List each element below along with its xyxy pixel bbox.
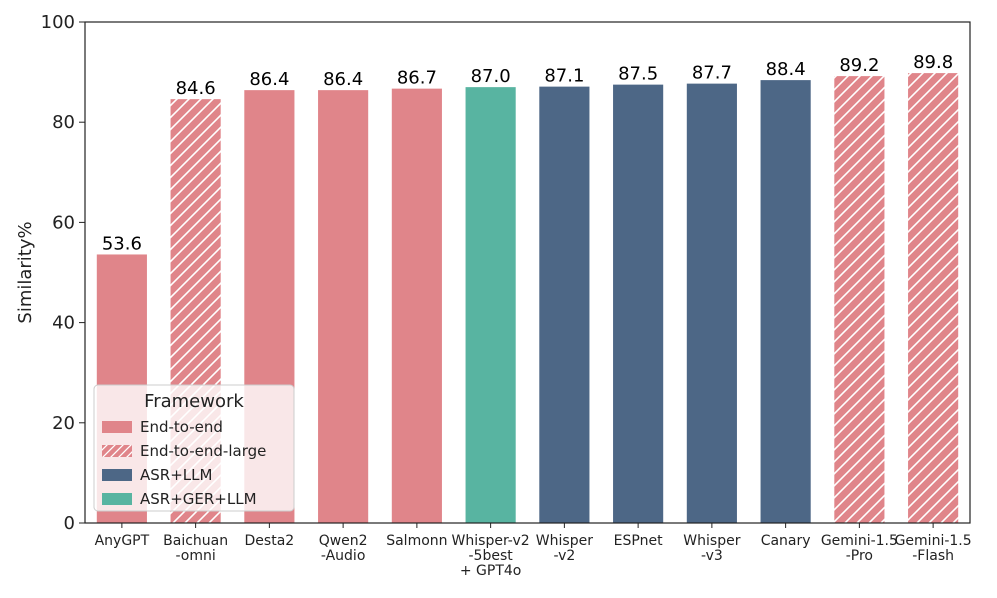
value-label: 89.8 bbox=[913, 52, 953, 73]
y-tick-label: 60 bbox=[52, 212, 75, 233]
x-tick-label: -omni bbox=[175, 548, 215, 564]
value-label: 88.4 bbox=[766, 59, 806, 80]
bar-salmonn bbox=[391, 88, 442, 524]
legend-label-asr-llm: ASR+LLM bbox=[140, 466, 212, 484]
legend-box bbox=[93, 384, 295, 512]
y-tick-label: 40 bbox=[52, 313, 75, 334]
value-label: 87.0 bbox=[471, 66, 511, 87]
x-tick-label: Baichuan bbox=[163, 533, 228, 549]
x-tick-label: -Audio bbox=[321, 548, 366, 564]
x-tick-label: -5best bbox=[469, 548, 514, 564]
bar-gemini-1-5-flash bbox=[908, 73, 959, 524]
legend-swatch-end-to-end-large bbox=[102, 445, 132, 457]
legend-title: Framework bbox=[144, 391, 244, 412]
bar-whisper-v2-5best-gpt4o bbox=[465, 87, 516, 523]
bar-gemini-1-5-pro bbox=[834, 76, 885, 523]
legend-label-end-to-end: End-to-end bbox=[140, 418, 223, 436]
x-tick-label: Desta2 bbox=[245, 533, 295, 549]
x-tick-label: Canary bbox=[761, 533, 811, 549]
y-tick-label: 20 bbox=[52, 413, 75, 434]
x-tick-label: -v3 bbox=[701, 548, 723, 564]
y-axis-title: Similarity% bbox=[15, 221, 36, 323]
value-label: 86.4 bbox=[323, 69, 363, 90]
value-label: 89.2 bbox=[839, 55, 879, 76]
bar-canary bbox=[760, 80, 811, 523]
value-label: 87.5 bbox=[618, 64, 658, 85]
x-tick-label: + GPT4o bbox=[460, 563, 522, 579]
x-tick-label: Whisper-v2 bbox=[452, 533, 530, 549]
legend-swatch-asr-ger-llm bbox=[102, 493, 132, 505]
x-tick-label: Gemini-1.5 bbox=[821, 533, 898, 549]
x-tick-label: Whisper bbox=[683, 533, 740, 549]
x-tick-label: -Flash bbox=[912, 548, 954, 564]
y-tick-label: 80 bbox=[52, 112, 75, 133]
x-tick-label: Whisper bbox=[536, 533, 593, 549]
legend-label-end-to-end-large: End-to-end-large bbox=[140, 442, 266, 460]
x-tick-label: Salmonn bbox=[386, 533, 447, 549]
value-label: 87.7 bbox=[692, 63, 732, 84]
value-label: 84.6 bbox=[176, 78, 216, 99]
legend-label-asr-ger-llm: ASR+GER+LLM bbox=[140, 490, 257, 508]
bar-whisper-v2 bbox=[539, 86, 590, 523]
value-label: 86.7 bbox=[397, 68, 437, 89]
y-tick-label: 0 bbox=[64, 513, 75, 534]
plot-frame bbox=[84, 21, 971, 524]
y-tick-label: 100 bbox=[41, 12, 75, 33]
value-label: 87.1 bbox=[544, 66, 584, 87]
bar-whisper-v3 bbox=[686, 83, 737, 524]
x-tick-label: Gemini-1.5 bbox=[895, 533, 972, 549]
legend-swatch-asr-llm bbox=[102, 469, 132, 481]
value-label: 53.6 bbox=[102, 233, 142, 254]
bar-espnet bbox=[613, 84, 664, 523]
x-tick-label: Qwen2 bbox=[319, 533, 368, 549]
legend: Framework End-to-end End-to-end-large ASR+L… bbox=[93, 384, 295, 512]
x-tick-label: -v2 bbox=[553, 548, 575, 564]
x-tick-label: -Pro bbox=[846, 548, 873, 564]
legend-swatch-end-to-end bbox=[102, 421, 132, 433]
x-tick-label: AnyGPT bbox=[95, 533, 150, 549]
x-tick-label: ESPnet bbox=[614, 533, 663, 549]
bar-qwen2-audio bbox=[318, 90, 369, 524]
axes-layer: 0 20 40 60 80 100 Similarity% AnyGPT Baichuan-om… bbox=[15, 12, 972, 579]
value-label: 86.4 bbox=[249, 69, 289, 90]
